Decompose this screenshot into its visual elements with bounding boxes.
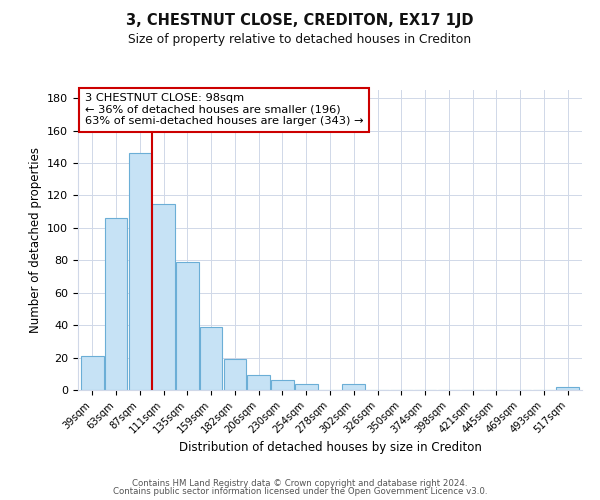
Text: 3, CHESTNUT CLOSE, CREDITON, EX17 1JD: 3, CHESTNUT CLOSE, CREDITON, EX17 1JD — [126, 12, 474, 28]
X-axis label: Distribution of detached houses by size in Crediton: Distribution of detached houses by size … — [179, 441, 481, 454]
Bar — [247, 376, 270, 390]
Text: Contains public sector information licensed under the Open Government Licence v3: Contains public sector information licen… — [113, 487, 487, 496]
Bar — [128, 153, 151, 390]
Bar — [176, 262, 199, 390]
Bar — [556, 387, 579, 390]
Bar — [343, 384, 365, 390]
Bar — [271, 380, 294, 390]
Text: Contains HM Land Registry data © Crown copyright and database right 2024.: Contains HM Land Registry data © Crown c… — [132, 478, 468, 488]
Bar — [152, 204, 175, 390]
Y-axis label: Number of detached properties: Number of detached properties — [29, 147, 41, 333]
Bar — [295, 384, 317, 390]
Bar — [81, 356, 104, 390]
Bar — [105, 218, 127, 390]
Text: 3 CHESTNUT CLOSE: 98sqm
← 36% of detached houses are smaller (196)
63% of semi-d: 3 CHESTNUT CLOSE: 98sqm ← 36% of detache… — [85, 93, 364, 126]
Bar — [200, 327, 223, 390]
Text: Size of property relative to detached houses in Crediton: Size of property relative to detached ho… — [128, 32, 472, 46]
Bar — [224, 359, 246, 390]
